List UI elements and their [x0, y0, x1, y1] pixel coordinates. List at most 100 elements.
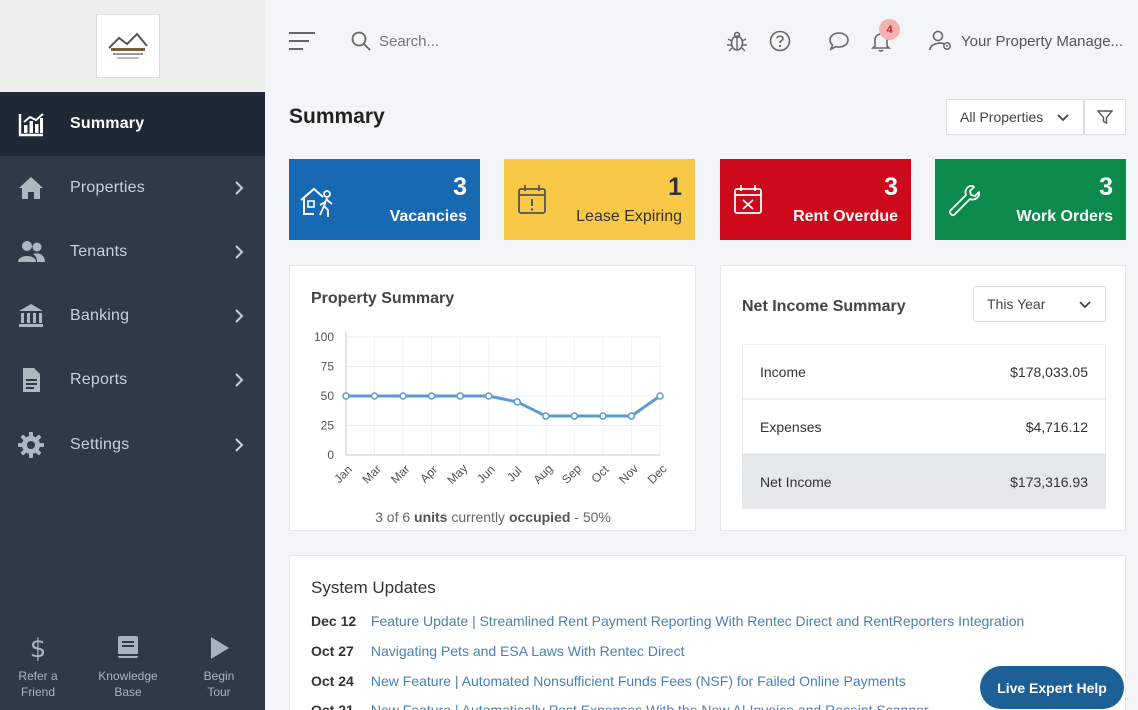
x-tick-label: Apr	[417, 463, 440, 486]
calendar-alert-icon	[518, 185, 546, 214]
nav-item-summary[interactable]: Summary	[0, 92, 265, 156]
y-tick-label: 25	[321, 419, 335, 433]
period-select[interactable]: This Year	[973, 286, 1106, 322]
property-filter-value: All Properties	[960, 109, 1044, 125]
knowledge-base-link[interactable]: Knowledge Base	[90, 630, 166, 700]
search-input[interactable]	[379, 32, 579, 50]
data-point	[456, 392, 464, 400]
notification-badge: 4	[879, 19, 900, 40]
document-icon	[23, 368, 40, 392]
bottom-link-line1: Knowledge	[98, 669, 158, 683]
chat-icon[interactable]	[828, 30, 850, 52]
work-orders-label: Work Orders	[1016, 208, 1113, 225]
expenses-row: Expenses $4,716.12	[742, 399, 1106, 454]
person-leaving-house-icon	[300, 187, 333, 217]
caption-mid: currently	[451, 509, 506, 525]
lease-expiring-label: Lease Expiring	[576, 208, 682, 225]
caption-occupied: occupied	[508, 509, 571, 525]
x-tick-label: Jun	[474, 462, 498, 486]
y-tick-label: 50	[321, 389, 335, 403]
hamburger-menu-icon[interactable]	[289, 30, 315, 52]
refer-a-friend-link[interactable]: $ Refer a Friend	[0, 630, 76, 700]
topbar: 4 Your Property Manage...	[265, 0, 1138, 82]
page-title: Summary	[289, 105, 385, 128]
search-bar	[351, 28, 611, 54]
filter-button[interactable]	[1084, 99, 1126, 135]
income-label: Income	[760, 363, 806, 380]
chevron-right-icon	[235, 373, 244, 387]
data-point	[570, 412, 579, 420]
lease-expiring-card[interactable]: 1 Lease Expiring	[504, 159, 695, 240]
nav-item-settings[interactable]: Settings	[0, 413, 265, 477]
sidebar-bottom-links: $ Refer a Friend Knowledge Base Begin To…	[0, 630, 265, 710]
work-orders-count: 3	[1099, 173, 1113, 201]
nav-label: Banking	[70, 307, 130, 324]
data-point	[342, 392, 350, 400]
users-icon	[18, 241, 45, 262]
vacancies-count: 3	[453, 173, 467, 201]
vacancies-card[interactable]: 3 Vacancies	[289, 159, 480, 240]
x-tick-label: Aug	[530, 462, 555, 487]
update-date: Dec 12	[311, 613, 357, 629]
nav-item-properties[interactable]: Properties	[0, 156, 265, 220]
help-icon[interactable]	[769, 30, 791, 52]
caption-post: - 50%	[574, 509, 611, 525]
x-tick-label: May	[444, 461, 470, 487]
occupancy-series-line	[346, 394, 661, 418]
x-tick-label: Jul	[504, 464, 525, 485]
live-expert-help-button[interactable]: Live Expert Help	[980, 666, 1124, 709]
x-tick-label: Oct	[589, 462, 613, 486]
nav-item-tenants[interactable]: Tenants	[0, 220, 265, 284]
x-tick-label: Nov	[616, 462, 641, 487]
x-tick-label: Jan	[331, 462, 355, 486]
logo-area	[0, 0, 265, 92]
filter-funnel-icon	[1097, 110, 1113, 125]
bottom-link-line1: Refer a	[18, 669, 58, 683]
property-summary-title: Property Summary	[311, 290, 455, 307]
update-link[interactable]: Navigating Pets and ESA Laws With Rentec…	[370, 643, 685, 659]
user-settings-icon	[929, 30, 951, 51]
income-value: $178,033.05	[1010, 363, 1088, 380]
bug-report-icon[interactable]	[726, 30, 748, 52]
calendar-x-icon	[734, 185, 762, 214]
x-tick-label: Mar	[388, 462, 413, 487]
vacancies-label: Vacancies	[389, 208, 467, 225]
update-item: Dec 12 Feature Update | Streamlined Rent…	[311, 613, 1024, 633]
update-link[interactable]: New Feature | Automated Nonsufficient Fu…	[370, 673, 906, 689]
rent-overdue-card[interactable]: 3 Rent Overdue	[720, 159, 911, 240]
nav-label: Tenants	[70, 243, 128, 260]
period-value: This Year	[987, 296, 1046, 312]
update-link[interactable]: Feature Update | Streamlined Rent Paymen…	[370, 613, 1025, 629]
chevron-right-icon	[235, 309, 244, 323]
bottom-link-line2: Friend	[20, 685, 55, 699]
nav-item-banking[interactable]: Banking	[0, 284, 265, 348]
occupancy-caption: 3 of 6 units currently occupied - 50%	[290, 509, 696, 525]
house-icon	[19, 177, 43, 199]
update-link[interactable]: New Feature | Automatically Post Expense…	[370, 702, 929, 710]
begin-tour-link[interactable]: Begin Tour	[181, 630, 257, 700]
x-tick-label: Dec	[645, 462, 670, 487]
y-tick-label: 0	[327, 448, 334, 462]
nav-item-reports[interactable]: Reports	[0, 348, 265, 412]
caption-units: units	[414, 509, 448, 525]
update-date: Oct 27	[311, 643, 354, 659]
company-logo[interactable]	[96, 14, 160, 78]
system-updates-title: System Updates	[311, 578, 436, 597]
net-income-label: Net Income	[760, 473, 832, 490]
work-orders-card[interactable]: 3 Work Orders	[935, 159, 1126, 240]
data-point	[427, 392, 436, 400]
chevron-down-icon	[1079, 301, 1091, 309]
data-point	[599, 412, 607, 420]
book-icon	[118, 636, 138, 658]
update-date: Oct 21	[311, 702, 354, 710]
property-filter-select[interactable]: All Properties	[946, 99, 1084, 135]
play-icon	[211, 637, 229, 659]
chart-bar-icon	[18, 113, 44, 137]
user-menu[interactable]: Your Property Manage...	[929, 28, 1123, 54]
nav-label: Summary	[70, 115, 145, 132]
y-tick-label: 75	[321, 360, 335, 374]
rent-overdue-label: Rent Overdue	[793, 208, 898, 225]
net-income-row: Net Income $173,316.93	[742, 454, 1106, 509]
bottom-link-line2: Tour	[207, 685, 231, 699]
y-tick-label: 100	[314, 330, 334, 344]
